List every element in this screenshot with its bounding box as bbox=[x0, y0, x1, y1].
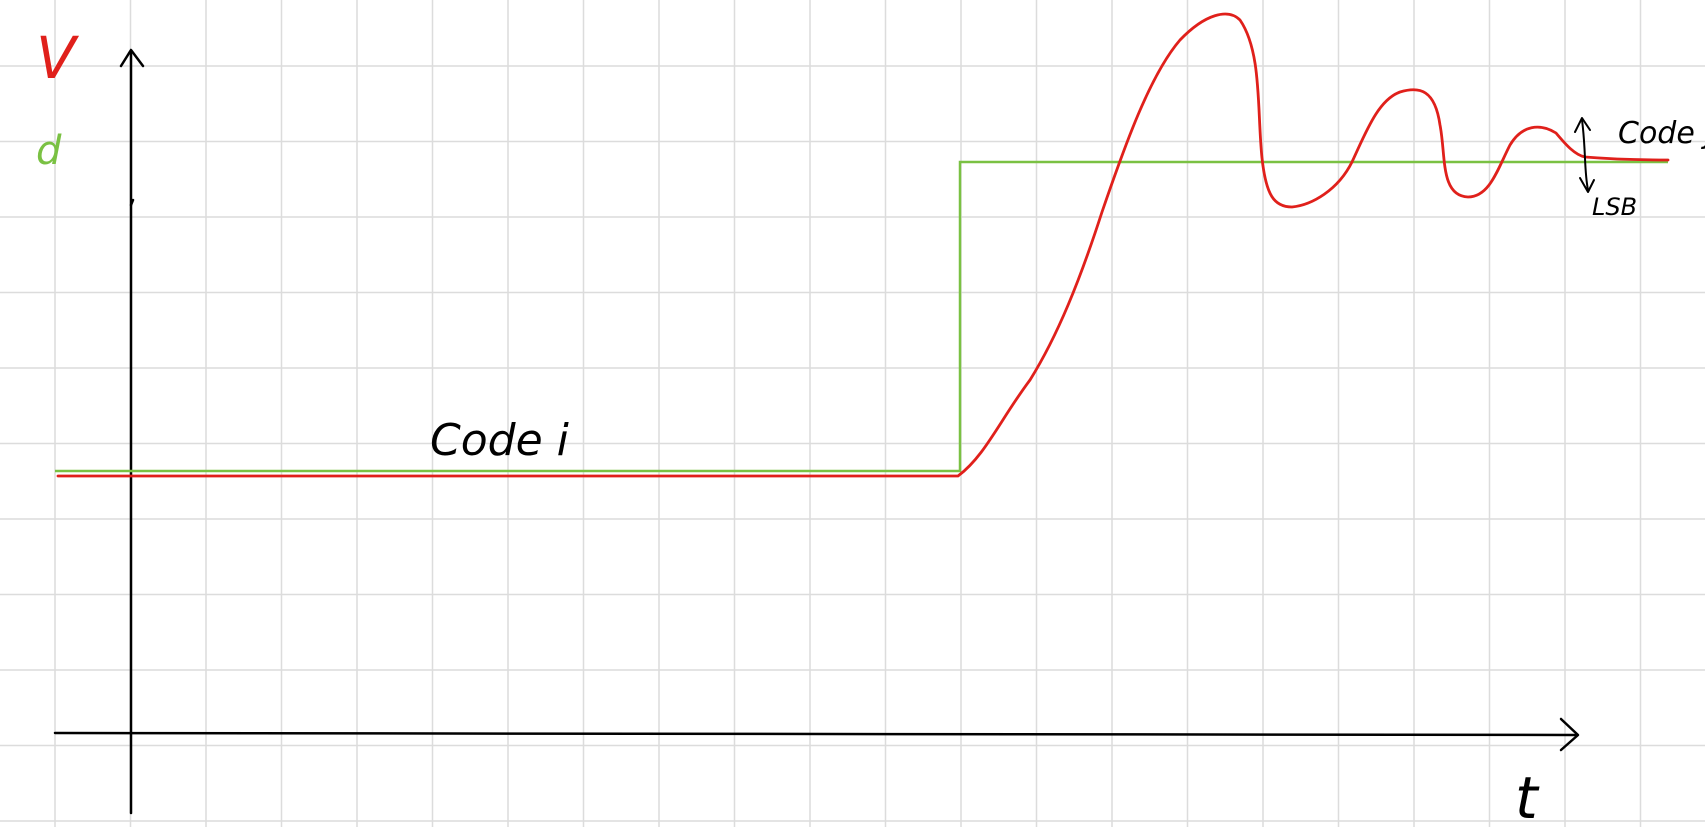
x-axis bbox=[53, 731, 1577, 737]
x-axis-arrowhead bbox=[1559, 717, 1580, 752]
y-axis-arrowhead bbox=[119, 48, 145, 68]
digital-code-step bbox=[55, 160, 1668, 473]
final-code-label: Code j bbox=[1618, 116, 1705, 151]
initial-code-label: Code i bbox=[430, 415, 570, 466]
lsb-label: LSB bbox=[1592, 193, 1637, 221]
y-axis-label-code: d bbox=[36, 128, 62, 174]
analog-output-curve bbox=[56, 12, 1670, 478]
axes bbox=[53, 48, 1580, 815]
y-axis-tick bbox=[129, 198, 135, 207]
y-axis-label-voltage: V bbox=[36, 24, 80, 92]
lsb-double-arrow bbox=[1574, 117, 1595, 193]
x-axis-label: t bbox=[1515, 764, 1540, 827]
